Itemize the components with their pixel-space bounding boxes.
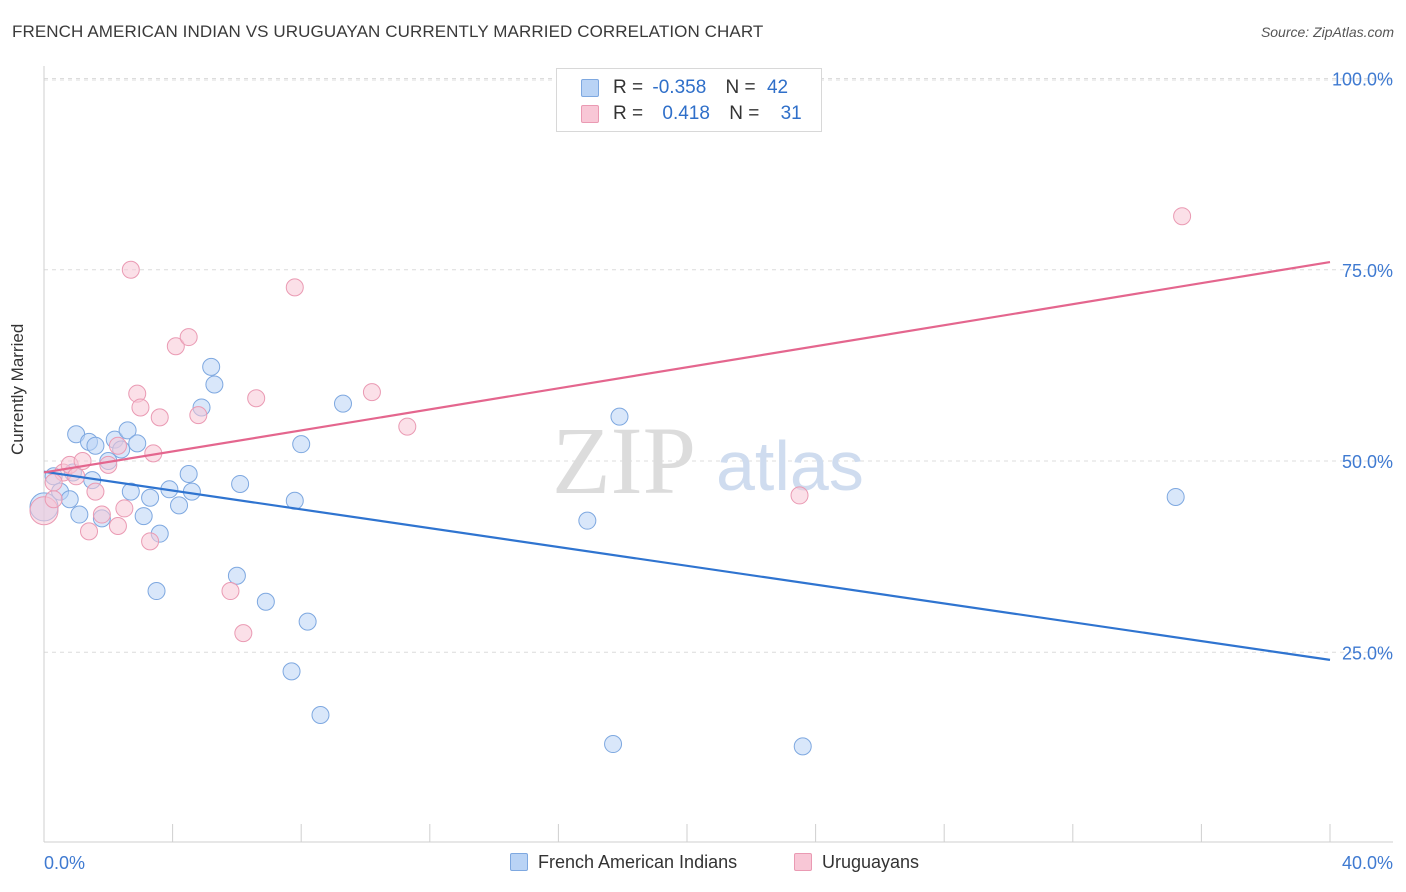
point-french-american-indians bbox=[333, 394, 352, 413]
point-french-american-indians bbox=[610, 407, 629, 426]
legend-swatch-pink bbox=[794, 853, 812, 871]
legend-swatch-pink bbox=[581, 105, 599, 123]
point-french-american-indians bbox=[170, 496, 189, 515]
chart-title: FRENCH AMERICAN INDIAN VS URUGUAYAN CURR… bbox=[12, 22, 764, 41]
point-french-american-indians bbox=[578, 511, 597, 530]
point-uruguayans bbox=[131, 398, 150, 417]
point-uruguayans bbox=[247, 389, 266, 408]
legend-n-value: 31 bbox=[780, 103, 802, 124]
legend-label: French American Indians bbox=[538, 852, 738, 872]
point-french-american-indians bbox=[134, 507, 153, 526]
watermark-zip: ZIP bbox=[552, 407, 696, 514]
point-french-american-indians bbox=[128, 434, 147, 453]
trend-line-french-american-indians bbox=[43, 470, 1331, 661]
point-french-american-indians bbox=[202, 357, 221, 376]
data-points bbox=[29, 207, 1192, 756]
point-french-american-indians bbox=[311, 705, 330, 724]
point-french-american-indians bbox=[121, 482, 140, 501]
correlation-legend: R = -0.358 N = 42 R = 0.418 N = 31 bbox=[556, 68, 822, 132]
point-uruguayans bbox=[1173, 207, 1192, 226]
y-tick-label: 50.0% bbox=[1342, 452, 1393, 472]
y-axis-label: Currently Married bbox=[8, 323, 27, 455]
point-uruguayans bbox=[221, 582, 240, 601]
point-uruguayans bbox=[92, 505, 111, 524]
y-tick-label: 100.0% bbox=[1332, 70, 1393, 90]
tick-labels: 25.0% 50.0% 75.0% 100.0% 0.0% 40.0% bbox=[44, 70, 1393, 874]
trend-lines bbox=[43, 261, 1331, 661]
point-french-american-indians bbox=[86, 436, 105, 455]
point-french-american-indians bbox=[793, 737, 812, 756]
legend-item-french-american-indians: French American Indians bbox=[510, 852, 737, 873]
axes bbox=[43, 66, 1393, 843]
point-french-american-indians bbox=[179, 465, 198, 484]
point-uruguayans bbox=[362, 383, 381, 402]
legend-swatch-blue bbox=[510, 853, 528, 871]
point-french-american-indians bbox=[205, 375, 224, 394]
point-uruguayans bbox=[108, 517, 127, 536]
legend-n-label: N = bbox=[725, 77, 756, 98]
point-french-american-indians bbox=[118, 421, 137, 440]
point-uruguayans bbox=[108, 436, 127, 455]
trend-line-uruguayans bbox=[43, 261, 1331, 474]
point-uruguayans bbox=[44, 490, 63, 509]
point-uruguayans bbox=[115, 499, 134, 518]
legend-r-value: -0.358 bbox=[652, 77, 707, 98]
point-uruguayans bbox=[398, 417, 417, 436]
legend-label: Uruguayans bbox=[822, 852, 920, 872]
point-uruguayans bbox=[790, 486, 809, 505]
x-tick-label-max: 40.0% bbox=[1342, 853, 1393, 873]
point-french-american-indians bbox=[147, 582, 166, 601]
x-tick-label-min: 0.0% bbox=[44, 853, 85, 873]
legend-r-value: 0.418 bbox=[662, 103, 710, 124]
legend-r-label: R = bbox=[613, 103, 644, 124]
point-uruguayans bbox=[121, 260, 140, 279]
point-uruguayans bbox=[86, 482, 105, 501]
point-french-american-indians bbox=[1166, 487, 1185, 506]
legend-n-label: N = bbox=[729, 103, 760, 124]
legend-n-value: 42 bbox=[766, 77, 789, 98]
point-uruguayans bbox=[166, 337, 185, 356]
watermark: ZIP atlas bbox=[552, 407, 864, 514]
legend-swatch-blue bbox=[581, 79, 599, 97]
watermark-atlas: atlas bbox=[716, 427, 864, 505]
point-french-american-indians bbox=[282, 662, 301, 681]
point-uruguayans bbox=[44, 473, 63, 492]
y-tick-label: 75.0% bbox=[1342, 261, 1393, 281]
point-uruguayans bbox=[285, 278, 304, 297]
point-french-american-indians bbox=[141, 488, 160, 507]
point-french-american-indians bbox=[231, 474, 250, 493]
point-french-american-indians bbox=[604, 735, 623, 754]
point-uruguayans bbox=[99, 455, 118, 474]
point-french-american-indians bbox=[60, 490, 79, 509]
point-french-american-indians bbox=[227, 566, 246, 585]
point-uruguayans bbox=[179, 328, 198, 347]
grid-lines bbox=[44, 78, 1393, 653]
point-uruguayans bbox=[189, 406, 208, 425]
point-uruguayans bbox=[141, 532, 160, 551]
source-label: Source: ZipAtlas.com bbox=[1260, 24, 1394, 40]
point-uruguayans bbox=[80, 522, 99, 541]
legend-item-uruguayans: Uruguayans bbox=[794, 852, 919, 873]
point-uruguayans bbox=[150, 408, 169, 427]
legend-r-label: R = bbox=[613, 77, 644, 98]
point-french-american-indians bbox=[298, 612, 317, 631]
point-uruguayans bbox=[234, 624, 253, 643]
point-french-american-indians bbox=[256, 592, 275, 611]
y-tick-label: 25.0% bbox=[1342, 643, 1393, 663]
point-french-american-indians bbox=[292, 435, 311, 454]
point-french-american-indians bbox=[70, 505, 89, 524]
